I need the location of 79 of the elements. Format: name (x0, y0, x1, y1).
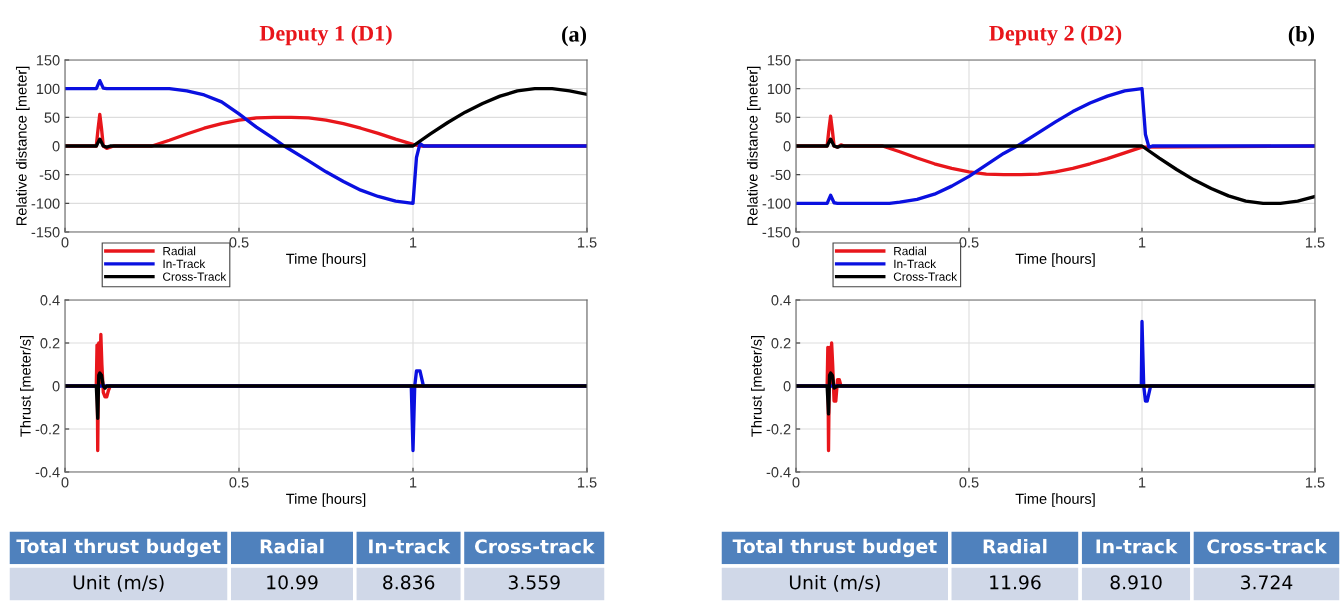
y-tick-label: -100 (31, 198, 60, 209)
y-tick-label: 50 (775, 112, 791, 123)
y-axis-title: Relative distance [meter] (15, 66, 30, 226)
text: 3.559 (508, 575, 560, 590)
text: Cross-track (474, 538, 595, 554)
legend-label: Cross-Track (893, 272, 958, 281)
legend-label: Radial (163, 246, 196, 256)
text: 8.910 (1110, 575, 1162, 590)
text: Total thrust budget (732, 538, 937, 558)
legend-label: Radial (894, 246, 926, 256)
y-tick-label: 100 (36, 83, 60, 95)
y-tick-label: -50 (770, 169, 791, 181)
y-tick-label: -100 (762, 198, 791, 209)
y-tick-label: -150 (31, 227, 60, 238)
text: Total thrust budget (16, 538, 221, 558)
text: In-track (1096, 538, 1178, 554)
x-tick-label: 0 (61, 477, 69, 488)
text: (a) (562, 26, 587, 47)
x-tick-label: 0 (792, 237, 800, 248)
legend-label: In-Track (894, 259, 937, 269)
chart-title: Deputy 2 (D2) (989, 25, 1122, 46)
text: 11.96 (990, 575, 1041, 590)
x-tick-label: 0.5 (229, 237, 249, 248)
y-tick-label: 150 (767, 55, 791, 66)
y-axis-title: Thrust [meter/s] (751, 335, 765, 437)
line-series (65, 371, 587, 420)
x-tick-label: 1.5 (1305, 237, 1325, 248)
x-tick-label: 1.5 (577, 237, 597, 248)
y-tick-label: 0 (783, 141, 791, 152)
line-series (65, 87, 587, 149)
y-tick-label: -150 (762, 227, 791, 238)
text: 8.836 (383, 575, 435, 590)
y-tick-label: 100 (767, 83, 791, 95)
x-tick-label: 0 (61, 237, 69, 248)
text: In-track (369, 538, 451, 554)
legend-label: In-Track (163, 259, 206, 269)
x-tick-label: 1 (1139, 477, 1146, 488)
x-axis-title: Time [hours] (1015, 253, 1095, 267)
x-axis-title: Time [hours] (286, 253, 366, 267)
text: Radial (260, 538, 324, 554)
legend-label: Cross-Track (163, 272, 227, 281)
x-tick-label: 1.5 (1305, 477, 1325, 488)
y-tick-label: 0.4 (40, 295, 60, 306)
y-tick-label: -0.2 (766, 424, 791, 435)
x-axis-title: Time [hours] (286, 493, 366, 507)
y-axis-title: Thrust [meter/s] (20, 335, 34, 437)
text: Unit (m/s) (789, 574, 880, 592)
text: Unit (m/s) (73, 574, 164, 592)
text: Radial (983, 538, 1047, 554)
x-tick-label: 0.5 (959, 477, 979, 488)
text: 3.724 (1241, 575, 1293, 590)
y-tick-label: 0.2 (40, 338, 60, 349)
y-tick-label: -0.4 (766, 467, 791, 478)
line-series (796, 87, 1315, 205)
y-tick-label: 50 (44, 112, 60, 123)
y-tick-label: -0.4 (35, 467, 60, 478)
y-tick-label: 0.4 (771, 295, 791, 306)
line-series (796, 371, 1315, 416)
y-tick-label: 0 (52, 141, 60, 152)
y-tick-label: -50 (39, 169, 60, 181)
line-series (65, 78, 587, 205)
chart-title: Deputy 1 (D1) (259, 25, 392, 46)
y-tick-label: 150 (36, 55, 60, 66)
x-axis-title: Time [hours] (1015, 493, 1095, 507)
y-tick-label: 0 (783, 381, 791, 392)
x-tick-label: 0 (792, 477, 800, 488)
y-tick-label: 0 (52, 381, 60, 392)
text: Cross-track (1207, 538, 1328, 554)
x-tick-label: 1 (410, 477, 417, 488)
y-tick-label: 0.2 (771, 338, 791, 349)
y-axis-title: Relative distance [meter] (746, 66, 761, 226)
text: 10.99 (267, 575, 318, 590)
x-tick-label: 1.5 (577, 477, 597, 488)
x-tick-label: 1 (410, 237, 417, 248)
text: (b) (1288, 26, 1315, 47)
y-tick-label: -0.2 (35, 424, 60, 435)
x-tick-label: 1 (1139, 237, 1146, 248)
x-tick-label: 0.5 (229, 477, 249, 488)
line-series (796, 137, 1315, 205)
